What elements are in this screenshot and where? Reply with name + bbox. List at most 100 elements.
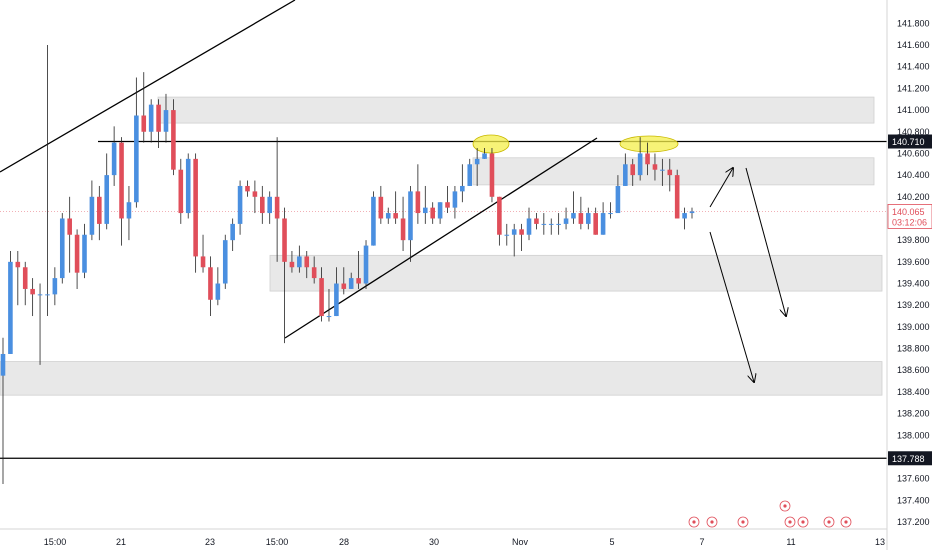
candle-body [163, 110, 169, 132]
candle [274, 137, 280, 262]
candle-body [22, 267, 28, 289]
event-dot [827, 520, 831, 524]
candle-body [467, 164, 473, 186]
candle-body [74, 234, 80, 273]
price-tick-label: 141.000 [897, 105, 930, 115]
price-tick-label: 140.200 [897, 192, 930, 202]
candle [348, 272, 354, 289]
candle [111, 126, 117, 186]
price-zone [0, 361, 883, 396]
candle [289, 251, 295, 273]
candle-body [45, 294, 50, 296]
candle [30, 278, 35, 317]
upper-trendline [0, 0, 296, 173]
candle-body [311, 267, 317, 279]
level-price-badge [888, 134, 932, 149]
candle [519, 223, 524, 251]
candle [408, 185, 413, 262]
candle-body [171, 110, 176, 170]
price-tick-label: 140.800 [897, 127, 930, 137]
candle [689, 207, 695, 219]
candle-body [289, 261, 295, 268]
candle [489, 148, 495, 203]
candle [126, 185, 132, 241]
top-highlight [619, 135, 679, 153]
candle-body [319, 278, 324, 317]
candle [89, 180, 95, 241]
candle-body [497, 196, 502, 235]
candle [193, 153, 198, 273]
candle-body [0, 353, 6, 376]
candle [371, 191, 376, 246]
candle-body [474, 158, 480, 165]
candle [37, 283, 43, 365]
candle-body [267, 196, 273, 214]
candle [445, 185, 450, 214]
price-tick-label: 139.200 [897, 300, 930, 310]
level-price-badge [888, 451, 932, 466]
candle-body [200, 256, 206, 268]
projection-arrow [745, 167, 786, 316]
price-tick-label: 141.800 [897, 18, 930, 28]
candle [415, 164, 421, 224]
candle [252, 180, 258, 214]
candle-body [193, 158, 198, 257]
level-price-text: 140.710 [892, 137, 925, 147]
candle-body [297, 256, 302, 268]
price-tick-label: 141.400 [897, 62, 930, 72]
candle [630, 158, 636, 186]
countdown-text: 03:12:06 [892, 217, 927, 227]
candle [541, 213, 547, 235]
candle [437, 202, 443, 224]
candle-body [222, 240, 228, 284]
candle-body [274, 196, 280, 219]
candle [393, 191, 398, 224]
candle [504, 223, 510, 246]
candle [674, 169, 680, 219]
level-lines [0, 140, 887, 459]
candle-body [245, 185, 250, 192]
time-axis: 15:00 21 23 15:00 28 30 Nov 5 7 11 13 [44, 537, 885, 547]
candle-body [689, 211, 695, 214]
candle-body [230, 223, 235, 241]
candle-body [252, 191, 258, 197]
candle-body [460, 185, 465, 192]
candle [660, 158, 665, 186]
candle-body [511, 229, 517, 235]
candle [260, 185, 265, 224]
candle [356, 251, 361, 289]
candle-body [30, 288, 35, 295]
candle-body [178, 169, 184, 214]
price-tick-label: 139.800 [897, 235, 930, 245]
candle-body [415, 191, 421, 214]
candle-body [185, 158, 191, 214]
candle-body [237, 185, 243, 224]
candle [623, 153, 628, 186]
candle-body [504, 234, 510, 236]
candle [511, 223, 517, 257]
candle-body [585, 213, 591, 224]
candle [304, 251, 310, 279]
candle [467, 158, 473, 186]
candle-body [563, 218, 569, 224]
candle [615, 175, 621, 214]
candle [200, 234, 206, 273]
candle-body [630, 164, 636, 176]
candle-body [637, 153, 643, 176]
candle [326, 288, 332, 322]
time-tick-label: 15:00 [266, 537, 289, 547]
candle-body [482, 153, 487, 159]
time-tick-label: 30 [429, 537, 439, 547]
candle-body [282, 218, 287, 262]
candle [15, 251, 21, 306]
price-zone [269, 254, 883, 292]
candle-body [452, 191, 458, 208]
projection-arrow [709, 168, 733, 208]
candle [667, 158, 673, 192]
level-price-text: 137.788 [892, 454, 925, 464]
candle-body [326, 316, 332, 318]
candle [22, 261, 28, 306]
candle-body [400, 218, 406, 241]
candles [0, 45, 695, 485]
candle [237, 180, 243, 235]
